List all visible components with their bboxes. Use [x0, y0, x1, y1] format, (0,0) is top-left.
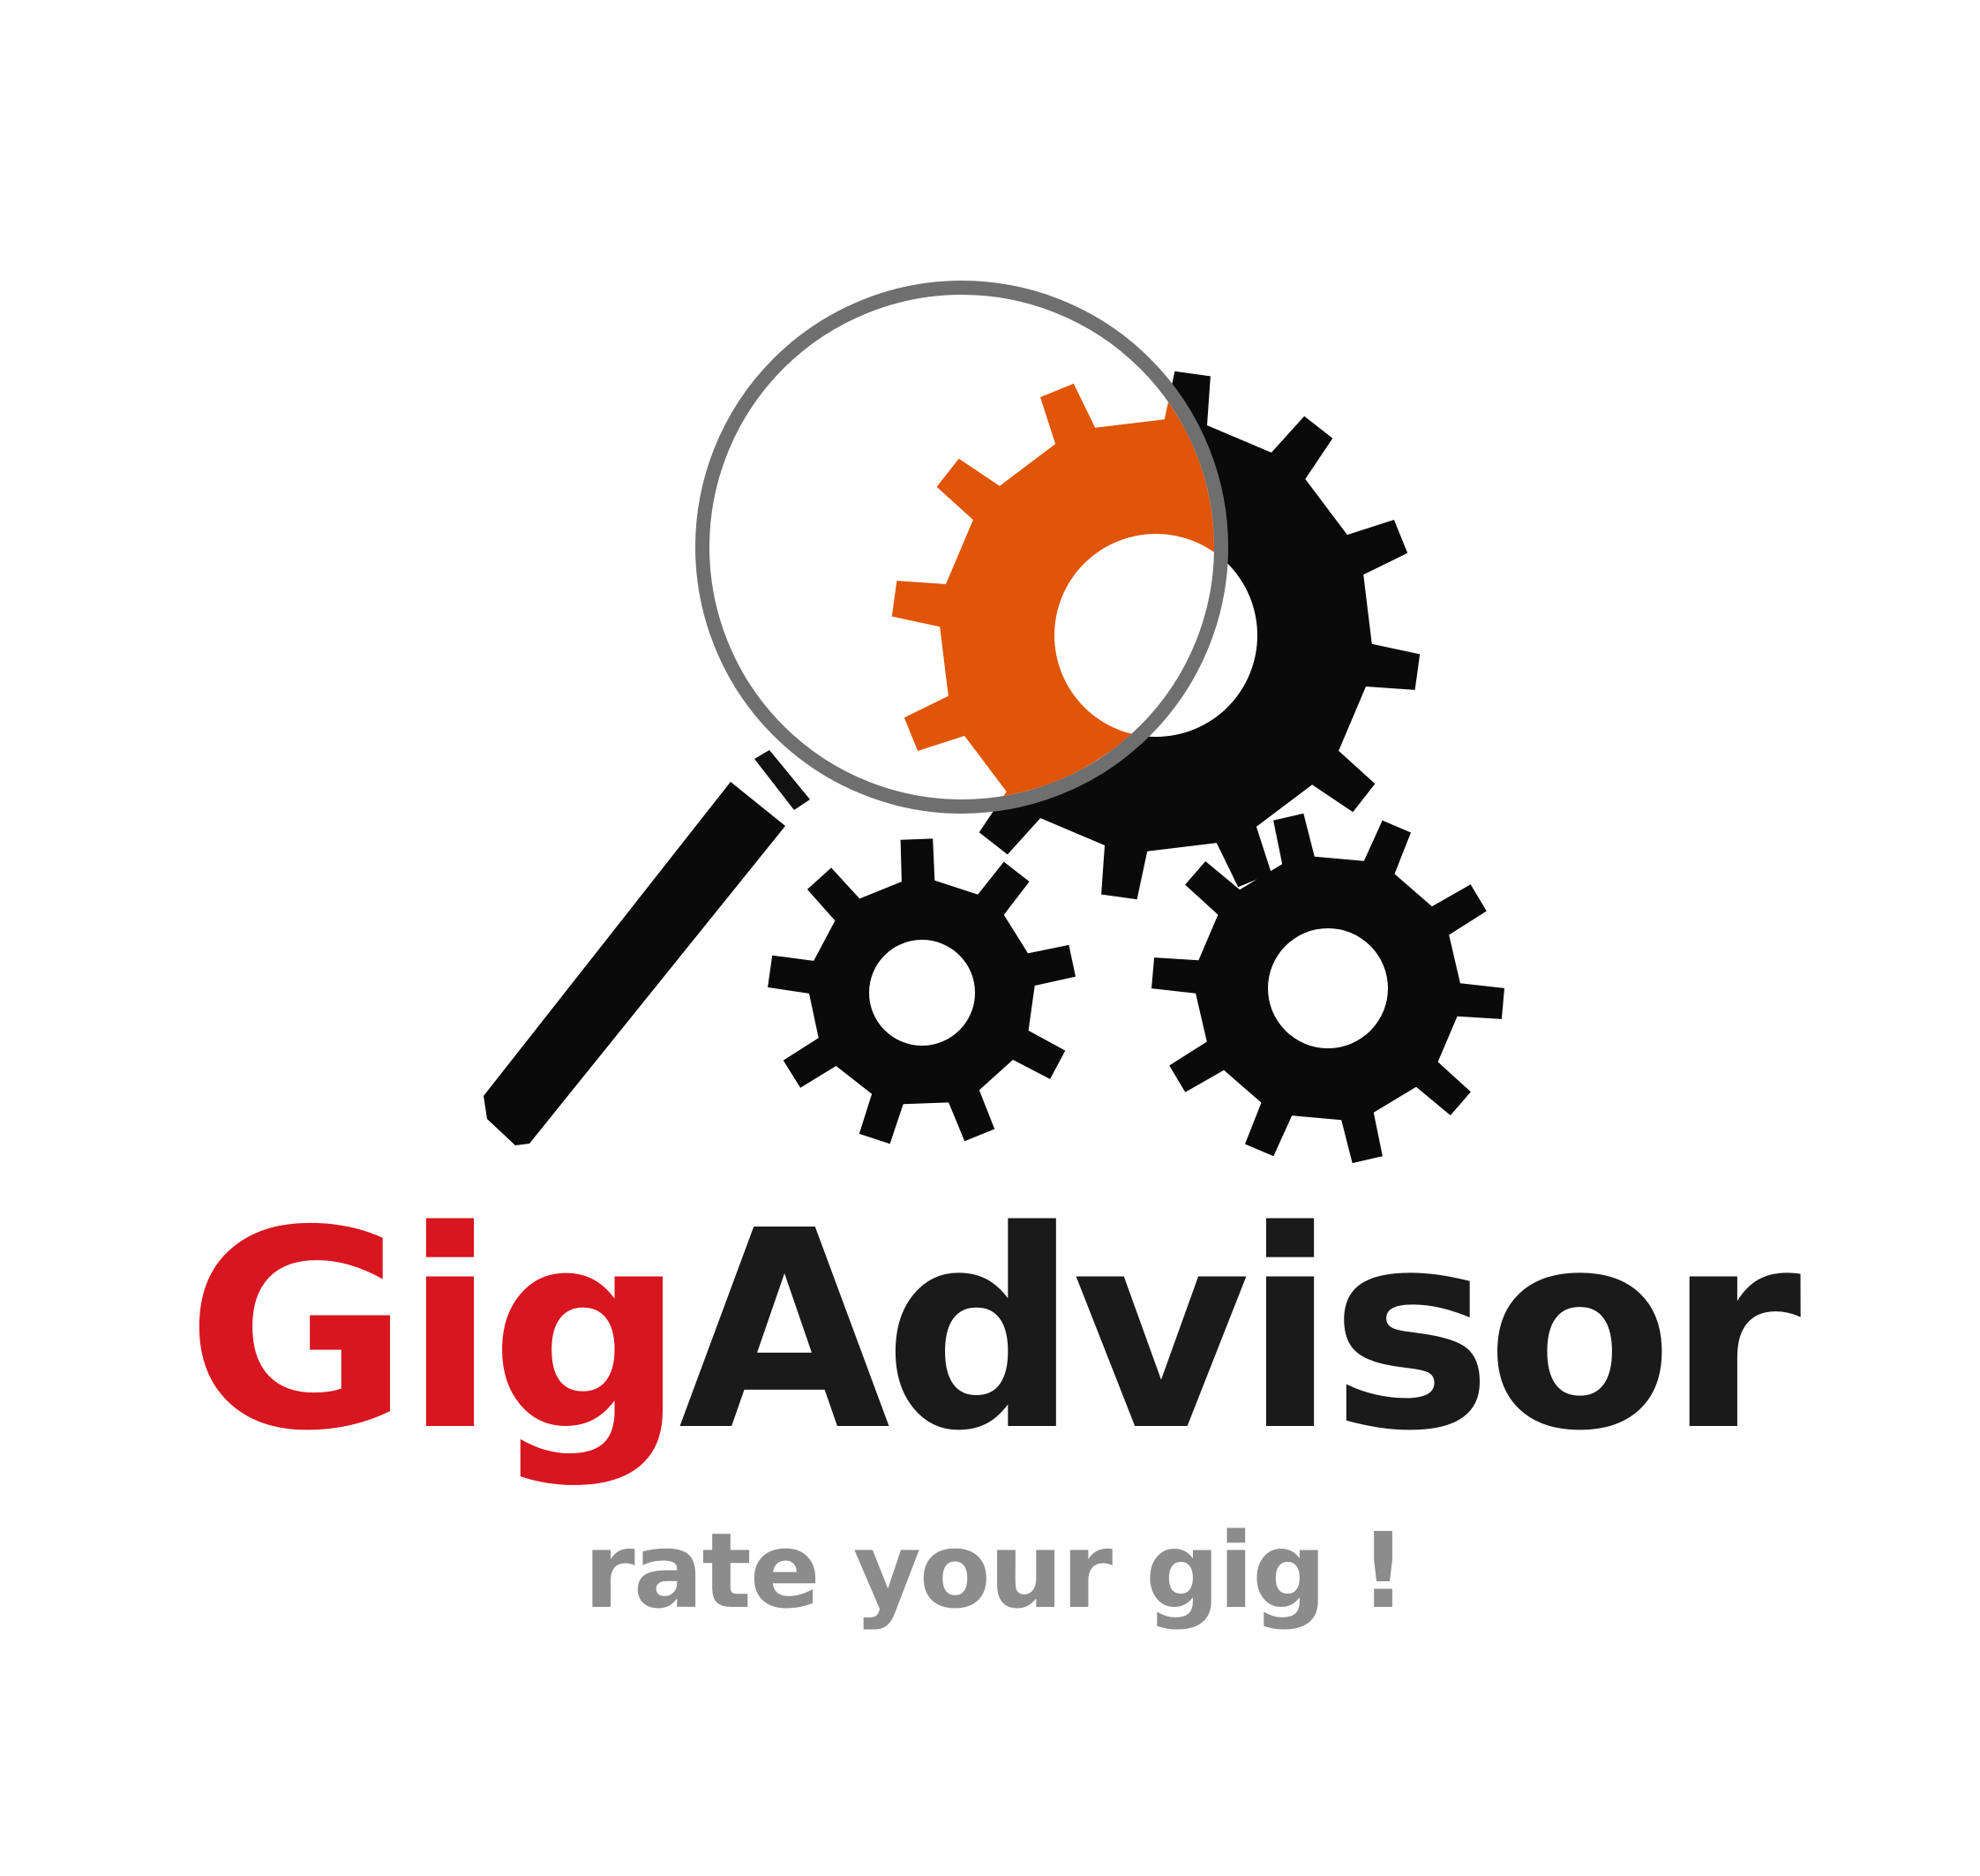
magnifying-glass-icon — [484, 750, 810, 1145]
gear-small-left-shape — [768, 838, 1076, 1144]
gear-orange-shape — [891, 371, 1214, 799]
tagline: rate your gig ! — [583, 1510, 1407, 1632]
brand-name-part-gig: Gig — [185, 1173, 686, 1491]
brand-name-part-advisor: Advisor — [679, 1173, 1802, 1491]
gear-small-right-shape — [1151, 813, 1504, 1164]
magnifier-neck — [754, 750, 810, 810]
small-black-gear-right-icon — [1151, 813, 1504, 1164]
orange-gear-icon — [891, 371, 1214, 799]
brand-name: GigAdvisor — [0, 1174, 1980, 1491]
magnifier-handle — [484, 782, 785, 1145]
magnifier-lens-ring — [695, 281, 1228, 814]
small-black-gear-left-icon — [768, 838, 1076, 1144]
